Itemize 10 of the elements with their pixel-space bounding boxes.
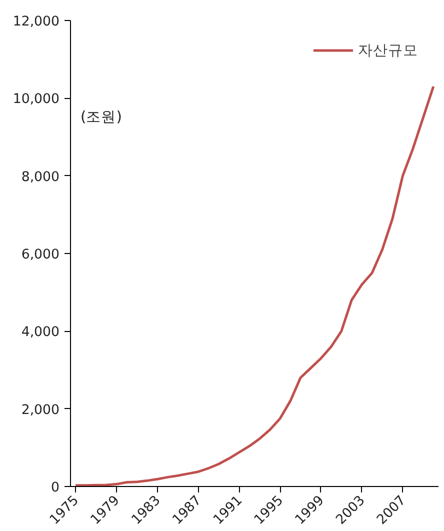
y-tick-label: 8,000 (21, 170, 60, 185)
y-tick-label: 6,000 (21, 248, 60, 262)
y-tick-label: 4,000 (21, 325, 60, 340)
annotation: (조원) (80, 108, 122, 126)
line-series (74, 85, 435, 486)
y-tick-label: 0 (51, 480, 60, 496)
legend-label: 자산규모 (358, 40, 418, 60)
y-tick-label: 2,000 (21, 402, 60, 418)
y-tick-label: 12,000 (12, 14, 60, 30)
y-tick-label: 10,000 (12, 92, 60, 108)
